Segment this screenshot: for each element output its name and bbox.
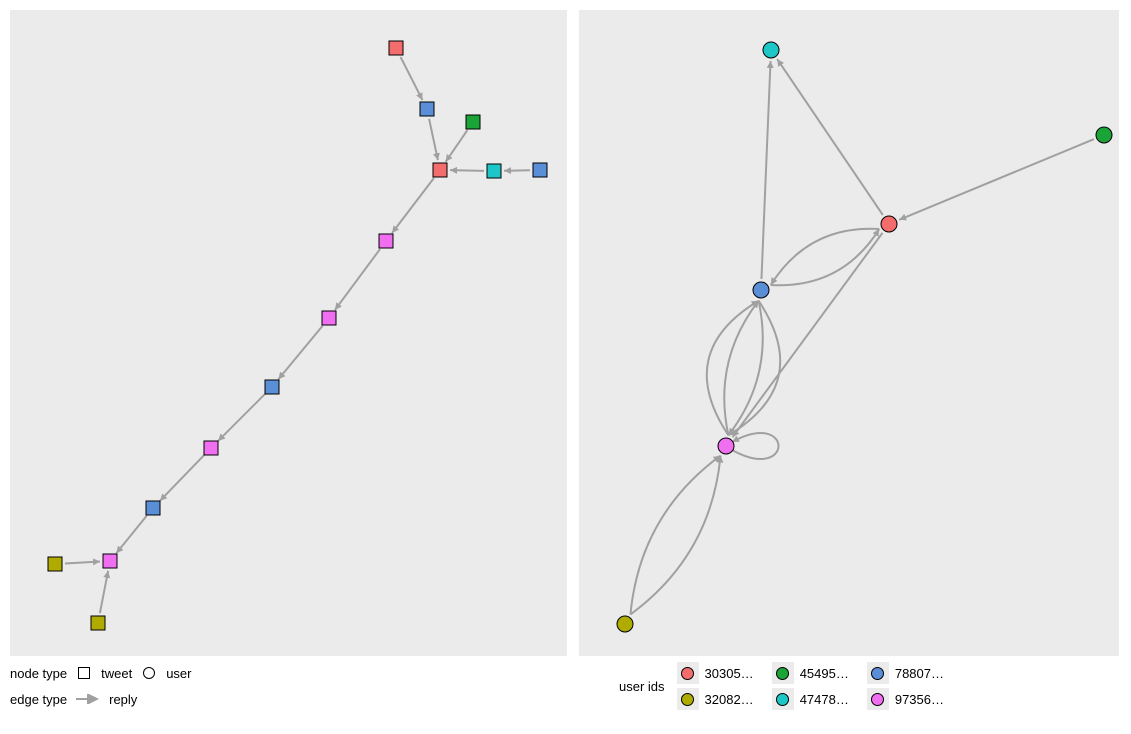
left-legend: node type tweet user edge type bbox=[10, 662, 567, 714]
tweet-node bbox=[265, 380, 279, 394]
tweet-node bbox=[48, 557, 62, 571]
tweet-node bbox=[487, 164, 501, 178]
legend-dot-icon bbox=[677, 662, 699, 684]
user-legend-label: 47478… bbox=[800, 692, 849, 707]
tweet-node bbox=[420, 102, 434, 116]
right-column: user ids 30305… 45495… 78807… 32082… 47478… 9… bbox=[579, 10, 1119, 714]
user-legend-label: 32082… bbox=[705, 692, 754, 707]
legend-arrow-icon bbox=[73, 688, 103, 710]
user-node bbox=[881, 216, 897, 232]
user-legend-item: 30305… bbox=[677, 662, 754, 684]
tweet-node bbox=[91, 616, 105, 630]
legend-circle-icon bbox=[138, 662, 160, 684]
tweet-node bbox=[433, 163, 447, 177]
tweet-node bbox=[103, 554, 117, 568]
legend-square-icon bbox=[73, 662, 95, 684]
user-legend-item: 32082… bbox=[677, 688, 754, 710]
user-node bbox=[763, 42, 779, 58]
user-legend-label: 30305… bbox=[705, 666, 754, 681]
legend-dot-icon bbox=[772, 688, 794, 710]
tweet-label: tweet bbox=[101, 666, 132, 681]
user-legend-item: 47478… bbox=[772, 688, 849, 710]
legend-dot-icon bbox=[677, 688, 699, 710]
tweet-node bbox=[322, 311, 336, 325]
tweet-node bbox=[146, 501, 160, 515]
left-network-panel bbox=[10, 10, 567, 656]
node-type-label: node type bbox=[10, 666, 67, 681]
user-label: user bbox=[166, 666, 191, 681]
left-column: node type tweet user edge type bbox=[10, 10, 567, 714]
tweet-node bbox=[389, 41, 403, 55]
tweet-node bbox=[533, 163, 547, 177]
user-legend-label: 78807… bbox=[895, 666, 944, 681]
edge-type-label: edge type bbox=[10, 692, 67, 707]
user-legend-item: 97356… bbox=[867, 688, 944, 710]
tweet-node bbox=[379, 234, 393, 248]
user-ids-title: user ids bbox=[619, 679, 665, 694]
user-node bbox=[718, 438, 734, 454]
tweet-node bbox=[466, 115, 480, 129]
user-node bbox=[1096, 127, 1112, 143]
user-legend-label: 45495… bbox=[800, 666, 849, 681]
user-node bbox=[753, 282, 769, 298]
user-legend-item: 45495… bbox=[772, 662, 849, 684]
legend-dot-icon bbox=[772, 662, 794, 684]
right-legend: user ids 30305… 45495… 78807… 32082… 47478… 9… bbox=[579, 662, 1119, 710]
user-legend-label: 97356… bbox=[895, 692, 944, 707]
user-legend-item: 78807… bbox=[867, 662, 944, 684]
right-network-panel bbox=[579, 10, 1119, 656]
legend-dot-icon bbox=[867, 688, 889, 710]
reply-label: reply bbox=[109, 692, 137, 707]
legend-dot-icon bbox=[867, 662, 889, 684]
user-node bbox=[617, 616, 633, 632]
tweet-node bbox=[204, 441, 218, 455]
